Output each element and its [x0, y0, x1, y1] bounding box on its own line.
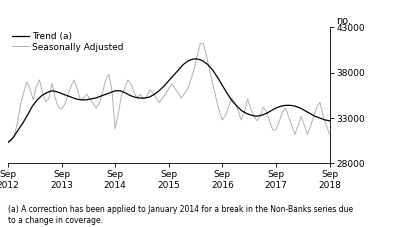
Text: (a) A correction has been applied to January 2014 for a break in the Non-Banks s: (a) A correction has been applied to Jan… — [8, 205, 353, 225]
Y-axis label: no.: no. — [336, 16, 351, 26]
Legend: Trend (a), Seasonally Adjusted: Trend (a), Seasonally Adjusted — [12, 32, 124, 52]
